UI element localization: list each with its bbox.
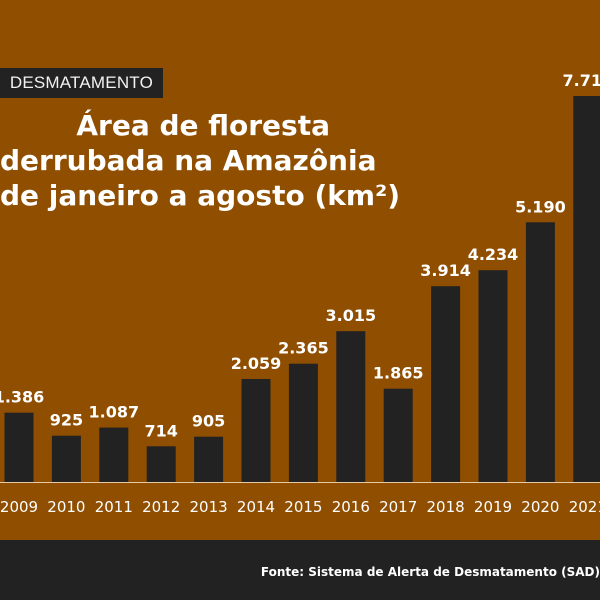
data-label-2011: 1.087 xyxy=(88,403,139,422)
x-tick-2013: 2013 xyxy=(190,498,228,516)
bar-2010 xyxy=(51,435,81,482)
bar-chart: 1.386 2009 925 2010 1.087 2011 714 2012 905 2013 2… xyxy=(0,71,600,516)
x-tick-2019: 2019 xyxy=(474,498,512,516)
bar-2019 xyxy=(478,270,508,482)
data-label-2010: 925 xyxy=(50,411,83,430)
bar-2018 xyxy=(431,286,461,482)
data-label-2012: 714 xyxy=(144,421,177,440)
bar-2013 xyxy=(194,436,224,482)
x-tick-2021: 2021 xyxy=(569,498,600,516)
data-label-2015: 2.365 xyxy=(278,339,329,358)
category-tag: DESMATAMENTO xyxy=(0,68,163,98)
data-label-2016: 3.015 xyxy=(325,306,376,325)
category-tag-label: DESMATAMENTO xyxy=(9,73,153,92)
bar-2012 xyxy=(146,446,176,482)
bar-2009 xyxy=(4,412,34,482)
bar-2017 xyxy=(383,388,413,482)
x-tick-2011: 2011 xyxy=(95,498,133,516)
title-line-2: derrubada na Amazônia xyxy=(0,144,377,177)
x-tick-2015: 2015 xyxy=(284,498,322,516)
data-label-2020: 5.190 xyxy=(515,197,566,216)
x-tick-2010: 2010 xyxy=(47,498,85,516)
data-label-2009: 1.386 xyxy=(0,388,44,407)
x-tick-2016: 2016 xyxy=(332,498,370,516)
bar-2015 xyxy=(288,363,318,482)
data-label-2018: 3.914 xyxy=(420,261,471,280)
data-label-2014: 2.059 xyxy=(231,354,282,373)
x-tick-2009: 2009 xyxy=(0,498,38,516)
bar-2021 xyxy=(573,96,600,482)
bar-2020 xyxy=(525,222,555,483)
source-note: Fonte: Sistema de Alerta de Desmatamento… xyxy=(260,565,600,579)
chart-title: Área de floresta derrubada na Amazônia d… xyxy=(0,108,440,213)
data-label-2021: 7.715 xyxy=(562,71,600,90)
footer-band xyxy=(0,540,600,600)
data-label-2019: 4.234 xyxy=(468,245,519,264)
x-tick-2012: 2012 xyxy=(142,498,180,516)
title-line-1: Área de floresta xyxy=(76,109,330,142)
x-tick-2018: 2018 xyxy=(427,498,465,516)
x-tick-2014: 2014 xyxy=(237,498,275,516)
bar-2016 xyxy=(336,331,366,482)
bar-2011 xyxy=(99,427,129,482)
bar-2014 xyxy=(241,379,271,482)
data-label-2013: 905 xyxy=(192,412,225,431)
x-tick-2020: 2020 xyxy=(521,498,559,516)
x-tick-2017: 2017 xyxy=(379,498,417,516)
data-label-2017: 1.865 xyxy=(373,364,424,383)
